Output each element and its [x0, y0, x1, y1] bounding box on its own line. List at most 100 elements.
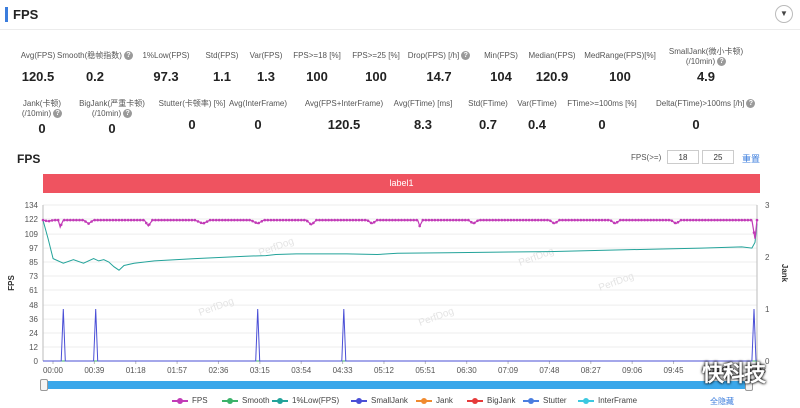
y-tick-label: 24: [29, 329, 38, 338]
fps-chart[interactable]: 012243648617385971091221340123FPSJank00:…: [0, 196, 800, 376]
help-icon[interactable]: ?: [123, 51, 133, 61]
metric-label-text: MedRange(FPS)[%]: [584, 51, 656, 60]
help-icon[interactable]: ?: [746, 99, 756, 109]
slider-handle-right[interactable]: [745, 379, 753, 391]
legend-item-low1[interactable]: 1%Low(FPS): [272, 396, 339, 405]
fps-point: [224, 218, 227, 222]
fps-point: [239, 218, 242, 222]
fps-point: [646, 218, 649, 222]
fps-point: [567, 218, 570, 222]
fps-threshold-input-2[interactable]: [702, 150, 734, 164]
fps-point: [251, 219, 254, 223]
fps-point: [151, 218, 154, 222]
legend-item-jank[interactable]: Jank: [416, 396, 453, 405]
series-line-fps: [42, 219, 758, 239]
metric-label: Std(FTime): [448, 99, 528, 109]
hide-all-button[interactable]: 全隐藏: [710, 397, 734, 406]
fps-point: [372, 220, 376, 224]
fps-point: [749, 218, 753, 222]
fps-point: [722, 218, 725, 222]
fps-point: [233, 218, 236, 222]
metric-value: 1.3: [256, 69, 276, 84]
fps-point: [658, 218, 662, 222]
fps-point: [254, 221, 257, 224]
fps-point: [570, 218, 573, 222]
fps-point: [503, 218, 507, 222]
fps-point: [494, 218, 498, 222]
help-icon[interactable]: ?: [123, 109, 133, 119]
metric-label-unit: (/10min)?: [666, 57, 746, 67]
x-tick-label: 08:27: [581, 366, 602, 375]
metric-label: Avg(FTime) [ms]: [383, 99, 463, 109]
y-tick-label: 61: [29, 286, 38, 295]
metric-value: 0: [254, 117, 262, 132]
fps-point: [655, 218, 658, 222]
fps-point: [99, 218, 102, 222]
perfdog-watermark: PerfDog: [197, 296, 235, 319]
fps-point: [755, 218, 759, 222]
metric-value: 100: [306, 69, 328, 84]
help-icon[interactable]: ?: [717, 57, 727, 67]
fps-point: [154, 218, 157, 222]
fps-point: [740, 218, 744, 222]
legend-label: Stutter: [543, 396, 567, 405]
fps-point: [464, 218, 467, 222]
fps-point: [549, 219, 552, 223]
fps-point: [582, 218, 586, 222]
reset-button[interactable]: 重置: [742, 154, 761, 164]
fps-point: [214, 218, 218, 222]
legend-item-smooth[interactable]: Smooth: [222, 396, 270, 405]
legend-item-stutter[interactable]: Stutter: [523, 396, 567, 405]
x-tick-label: 11:03: [747, 366, 767, 375]
fps-point: [485, 218, 488, 222]
legend-marker-icon: [467, 397, 483, 404]
x-tick-label: 09:06: [622, 366, 643, 375]
fps-point: [138, 218, 142, 222]
help-icon[interactable]: ?: [53, 109, 63, 119]
legend-item-fps[interactable]: FPS: [172, 396, 208, 405]
slider-handle-left[interactable]: [40, 379, 48, 391]
fps-point: [430, 218, 434, 222]
fps-point: [743, 218, 747, 222]
fps-point: [719, 218, 722, 222]
time-range-slider[interactable]: [43, 381, 749, 389]
fps-point: [208, 218, 212, 222]
metric-label-text: Avg(InterFrame): [228, 99, 288, 108]
fps-point: [78, 218, 81, 222]
metric-value: 104: [490, 69, 512, 84]
fps-point: [670, 219, 674, 223]
fps-point: [524, 218, 528, 222]
fps-point: [303, 218, 306, 222]
fps-point: [230, 218, 233, 222]
perfdog-watermark: PerfDog: [517, 246, 555, 269]
fps-point: [284, 218, 288, 222]
label-bar[interactable]: label1: [43, 174, 760, 193]
fps-threshold-input-1[interactable]: [667, 150, 699, 164]
metric-label-unit: (/10min)?: [2, 109, 82, 119]
legend-marker-icon: [578, 397, 594, 404]
metric-label-text: FTime>=100ms [%]: [567, 99, 637, 108]
chevron-down-icon[interactable]: ▼: [775, 5, 793, 23]
metric-label: FPS>=25 [%]: [336, 51, 416, 61]
legend-item-smalljank[interactable]: SmallJank: [351, 396, 408, 405]
legend-item-bigjank[interactable]: BigJank: [467, 396, 515, 405]
fps-point: [603, 218, 607, 222]
fps-point: [117, 218, 121, 222]
metric-metrics_row2-0: Jank(卡顿) (/10min)? 0: [2, 99, 82, 136]
metric-value: 0.2: [85, 69, 105, 84]
metric-metrics_row2-6: Std(FTime) 0.7: [448, 99, 528, 132]
fps-point: [615, 220, 619, 224]
fps-point: [93, 218, 96, 222]
fps-point: [673, 221, 677, 225]
legend-label: 1%Low(FPS): [292, 396, 340, 405]
fps-point: [628, 218, 631, 222]
section-header: FPS ▼: [0, 0, 800, 30]
legend-item-interframe[interactable]: InterFrame: [578, 396, 637, 405]
fps-point: [579, 218, 583, 222]
fps-point: [682, 218, 686, 222]
metric-label: Jank(卡顿): [2, 99, 82, 109]
help-icon[interactable]: ?: [461, 51, 471, 61]
fps-point: [637, 218, 640, 222]
fps-point: [585, 218, 589, 222]
fps-point: [518, 218, 522, 222]
